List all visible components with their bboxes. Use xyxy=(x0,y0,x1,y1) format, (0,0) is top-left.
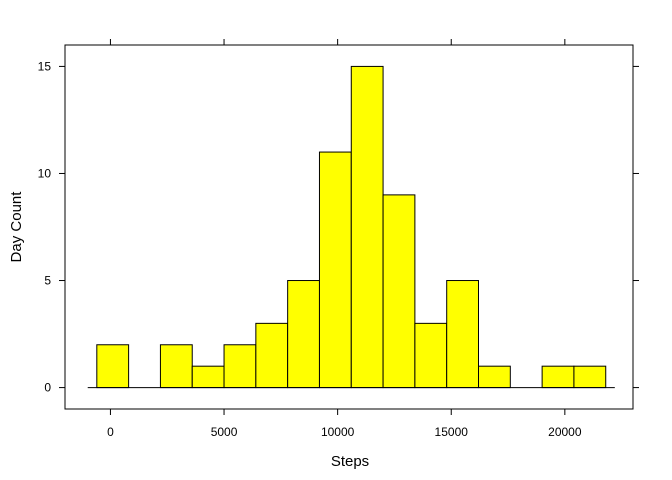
y-tick-label: 5 xyxy=(44,274,51,288)
y-axis-title: Day Count xyxy=(8,191,25,263)
x-tick-label: 10000 xyxy=(321,425,355,439)
y-tick-labels: 0 5 10 15 xyxy=(38,59,52,394)
x-axis-title: Steps xyxy=(331,453,369,470)
histogram-bar xyxy=(96,344,130,389)
histogram-bar xyxy=(223,344,257,389)
x-tick-label: 15000 xyxy=(435,425,469,439)
histogram-bar xyxy=(541,365,575,389)
histogram-bar xyxy=(382,194,416,389)
histogram-bar xyxy=(318,151,352,389)
plot-frame xyxy=(64,44,634,410)
histogram-bar xyxy=(350,65,384,389)
x-tick-label: 20000 xyxy=(548,425,582,439)
y-tick-label: 10 xyxy=(38,166,52,180)
histogram-bar xyxy=(478,365,511,389)
histogram-bar xyxy=(287,280,320,389)
y-tick-label: 15 xyxy=(38,59,52,73)
histogram-bar xyxy=(573,365,607,389)
x-tick-labels: 0 5000 10000 15000 20000 xyxy=(107,425,582,439)
x-tick-label: 0 xyxy=(107,425,114,439)
histogram-bar xyxy=(159,344,193,389)
histogram-bar xyxy=(191,365,225,389)
y-tick-label: 0 xyxy=(44,381,51,395)
bars-layer xyxy=(96,65,607,389)
histogram-bar xyxy=(414,322,448,389)
histogram-bar xyxy=(446,280,480,389)
x-tick-label: 5000 xyxy=(211,425,238,439)
ticks-layer xyxy=(59,39,639,415)
histogram-bar xyxy=(255,322,289,389)
